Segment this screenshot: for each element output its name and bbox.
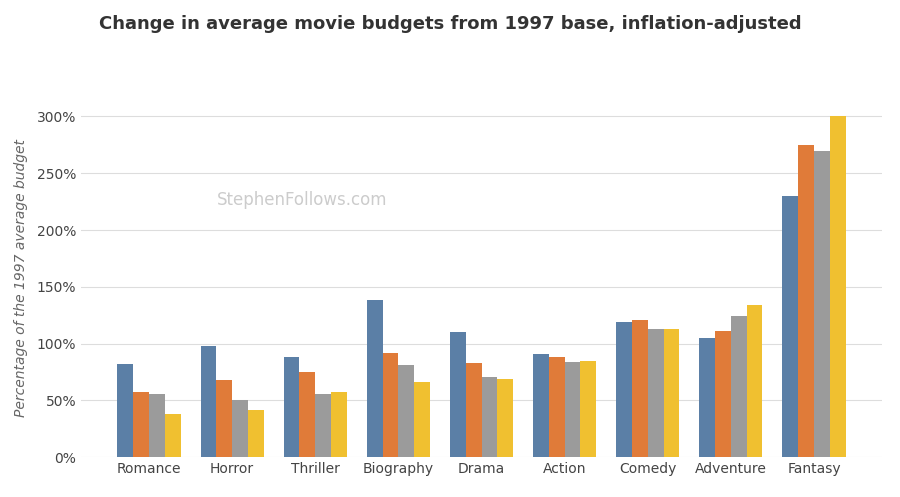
Bar — [248, 410, 264, 457]
Bar — [117, 364, 133, 457]
Bar — [716, 331, 731, 457]
Y-axis label: Percentage of the 1997 average budget: Percentage of the 1997 average budget — [14, 139, 28, 417]
Bar — [315, 394, 331, 457]
Bar — [300, 372, 315, 457]
Bar — [616, 322, 632, 457]
Bar — [731, 317, 747, 457]
Bar — [663, 329, 680, 457]
Bar — [564, 362, 580, 457]
Bar — [414, 382, 430, 457]
Bar — [549, 357, 564, 457]
Bar — [133, 393, 149, 457]
Text: Change in average movie budgets from 1997 base, inflation-adjusted: Change in average movie budgets from 199… — [99, 15, 801, 33]
Bar — [798, 145, 814, 457]
Bar — [284, 357, 300, 457]
Bar — [580, 361, 596, 457]
Bar — [782, 196, 798, 457]
Bar — [648, 329, 663, 457]
Text: StephenFollows.com: StephenFollows.com — [217, 190, 388, 209]
Bar — [216, 380, 232, 457]
Bar — [814, 151, 830, 457]
Bar — [482, 377, 498, 457]
Bar — [382, 353, 399, 457]
Bar — [201, 346, 216, 457]
Bar — [533, 354, 549, 457]
Bar — [747, 305, 762, 457]
Bar — [830, 116, 846, 457]
Bar — [149, 394, 165, 457]
Bar — [367, 301, 382, 457]
Bar — [331, 393, 346, 457]
Bar — [450, 332, 465, 457]
Bar — [699, 338, 716, 457]
Bar — [399, 365, 414, 457]
Bar — [165, 414, 181, 457]
Bar — [632, 320, 648, 457]
Bar — [465, 363, 482, 457]
Bar — [232, 401, 248, 457]
Bar — [498, 379, 513, 457]
